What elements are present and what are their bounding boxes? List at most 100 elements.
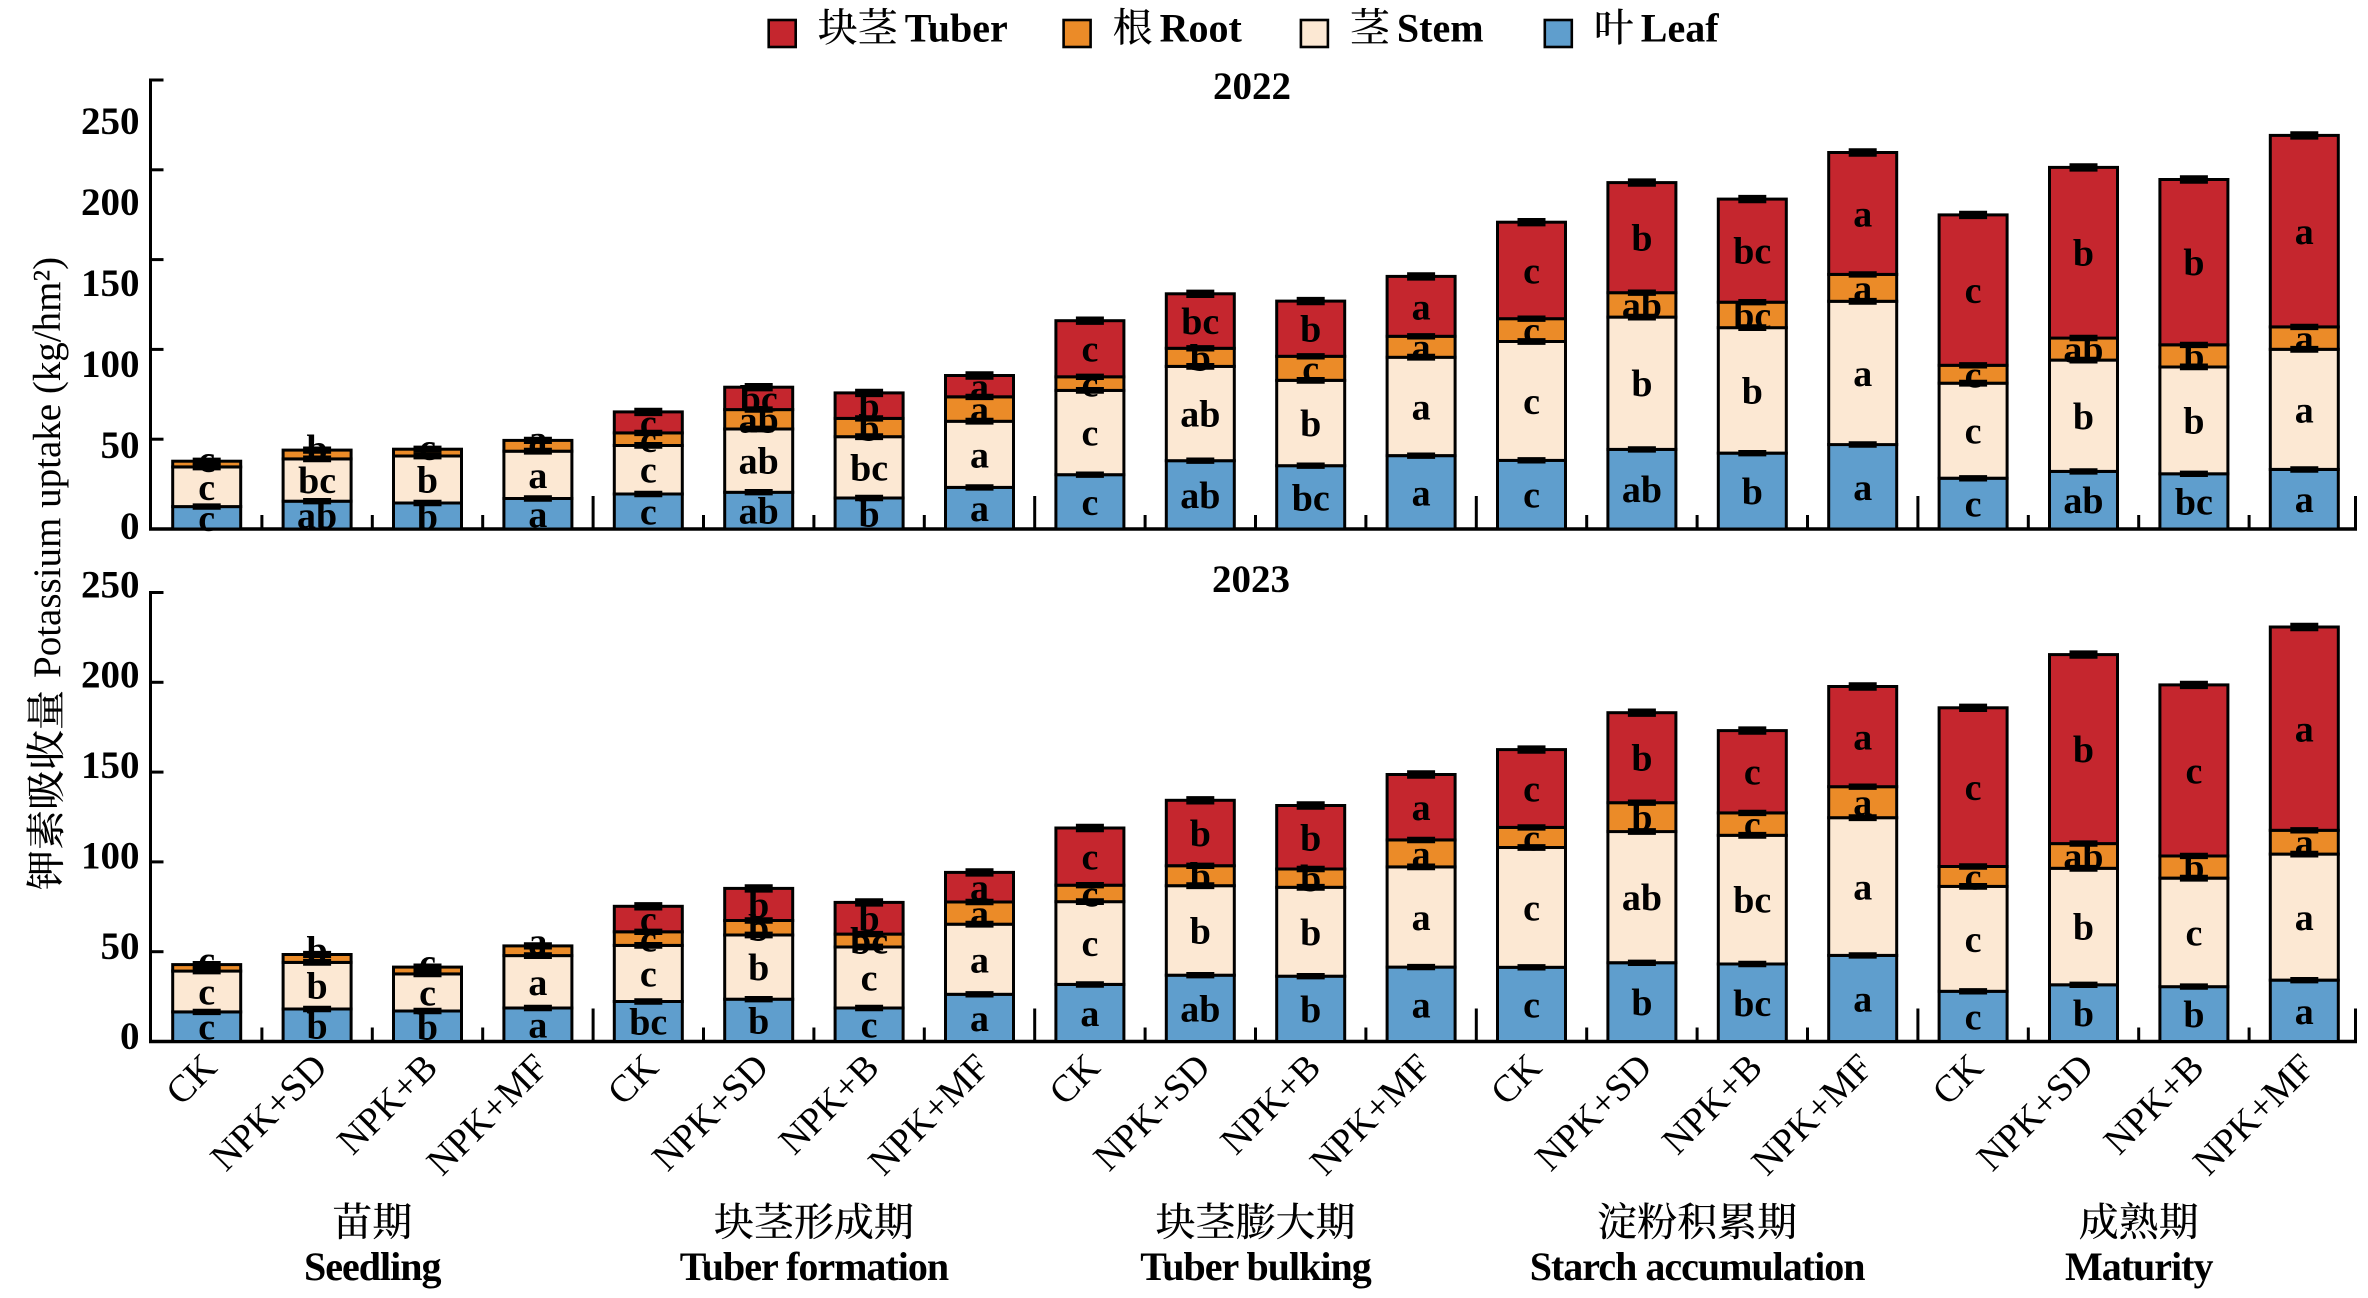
svg-text:b: b	[307, 930, 328, 972]
svg-text:a: a	[970, 366, 989, 408]
svg-text:a: a	[2295, 897, 2314, 939]
svg-text:a: a	[2295, 822, 2314, 864]
svg-text:ab: ab	[1180, 475, 1220, 517]
svg-text:ab: ab	[739, 441, 779, 483]
svg-text:c: c	[1523, 887, 1540, 929]
svg-text:c: c	[1965, 767, 1982, 809]
svg-text:250: 250	[81, 563, 140, 606]
svg-text:c: c	[1965, 857, 1982, 899]
svg-text:c: c	[861, 958, 878, 1000]
svg-text:b: b	[1300, 989, 1321, 1031]
svg-text:b: b	[307, 966, 328, 1008]
svg-text:c: c	[640, 402, 657, 444]
svg-text:a: a	[528, 962, 547, 1004]
svg-text:b: b	[1190, 856, 1211, 898]
svg-text:b: b	[1300, 858, 1321, 900]
svg-text:100: 100	[81, 343, 140, 386]
svg-text:c: c	[1965, 919, 1982, 961]
svg-text:b: b	[748, 884, 769, 926]
svg-text:c: c	[640, 954, 657, 996]
svg-text:ab: ab	[297, 495, 337, 537]
svg-text:c: c	[640, 450, 657, 492]
svg-text:a: a	[970, 998, 989, 1040]
svg-text:c: c	[1965, 484, 1982, 526]
svg-text:c: c	[2185, 912, 2202, 954]
svg-text:b: b	[1631, 363, 1652, 405]
svg-text:b: b	[1631, 218, 1652, 260]
svg-text:Leaf: Leaf	[1641, 6, 1719, 51]
svg-text:a: a	[1412, 286, 1431, 328]
svg-text:a: a	[1412, 984, 1431, 1026]
svg-text:a: a	[1853, 717, 1872, 759]
svg-text:c: c	[1081, 329, 1098, 371]
svg-text:c: c	[640, 419, 657, 461]
svg-text:bc: bc	[1733, 983, 1771, 1025]
svg-text:a: a	[1853, 867, 1872, 909]
svg-text:2023: 2023	[1212, 558, 1290, 601]
svg-text:c: c	[419, 427, 436, 469]
svg-text:b: b	[2183, 242, 2204, 284]
svg-text:a: a	[1412, 833, 1431, 875]
svg-text:Root: Root	[1160, 6, 1243, 51]
svg-text:a: a	[528, 921, 547, 963]
svg-text:c: c	[1081, 413, 1098, 455]
svg-text:b: b	[2073, 233, 2094, 275]
svg-text:c: c	[1302, 348, 1319, 390]
svg-text:b: b	[2073, 729, 2094, 771]
svg-text:a: a	[528, 494, 547, 536]
svg-text:b: b	[307, 1005, 328, 1047]
svg-text:c: c	[198, 467, 215, 509]
svg-text:c: c	[198, 940, 215, 982]
svg-text:bc: bc	[850, 447, 888, 489]
svg-text:bc: bc	[1292, 477, 1330, 519]
svg-text:ab: ab	[2063, 480, 2103, 522]
svg-text:b: b	[2183, 400, 2204, 442]
svg-text:a: a	[2295, 318, 2314, 360]
svg-text:c: c	[1523, 818, 1540, 860]
svg-text:Potassium uptake (kg/hm²): Potassium uptake (kg/hm²)	[26, 257, 69, 678]
svg-text:a: a	[1412, 897, 1431, 939]
svg-text:c: c	[861, 1005, 878, 1047]
svg-text:bc: bc	[740, 378, 778, 420]
svg-text:bc: bc	[850, 921, 888, 963]
svg-text:a: a	[2295, 479, 2314, 521]
svg-text:200: 200	[81, 654, 140, 697]
svg-text:a: a	[1080, 993, 1099, 1035]
svg-text:a: a	[1412, 386, 1431, 428]
svg-text:b: b	[1300, 817, 1321, 859]
svg-text:a: a	[1853, 268, 1872, 310]
svg-text:a: a	[1412, 327, 1431, 369]
svg-text:a: a	[1853, 782, 1872, 824]
svg-text:b: b	[1631, 982, 1652, 1024]
svg-text:c: c	[198, 439, 215, 481]
svg-text:c: c	[1523, 475, 1540, 517]
svg-text:Maturity: Maturity	[2065, 1244, 2214, 1289]
svg-text:a: a	[2295, 211, 2314, 253]
svg-text:a: a	[970, 389, 989, 431]
svg-text:a: a	[1853, 353, 1872, 395]
svg-text:b: b	[1742, 370, 1763, 412]
svg-text:b: b	[1631, 797, 1652, 839]
svg-text:a: a	[970, 893, 989, 935]
svg-text:c: c	[198, 972, 215, 1014]
svg-text:a: a	[970, 434, 989, 476]
svg-text:a: a	[528, 418, 547, 460]
svg-text:a: a	[970, 488, 989, 530]
svg-text:b: b	[859, 408, 880, 450]
svg-text:b: b	[748, 947, 769, 989]
svg-text:c: c	[640, 492, 657, 534]
svg-text:c: c	[640, 899, 657, 941]
svg-text:ab: ab	[1622, 285, 1662, 327]
svg-text:2022: 2022	[1213, 65, 1291, 108]
svg-text:b: b	[1190, 910, 1211, 952]
svg-text:b: b	[1300, 403, 1321, 445]
svg-text:c: c	[1081, 364, 1098, 406]
svg-text:0: 0	[120, 505, 140, 548]
svg-text:a: a	[2295, 991, 2314, 1033]
svg-text:a: a	[1412, 787, 1431, 829]
svg-text:bc: bc	[1181, 301, 1219, 343]
svg-text:Starch accumulation: Starch accumulation	[1530, 1244, 1865, 1289]
svg-text:c: c	[1523, 250, 1540, 292]
svg-text:bc: bc	[629, 1002, 667, 1044]
svg-text:b: b	[1631, 738, 1652, 780]
